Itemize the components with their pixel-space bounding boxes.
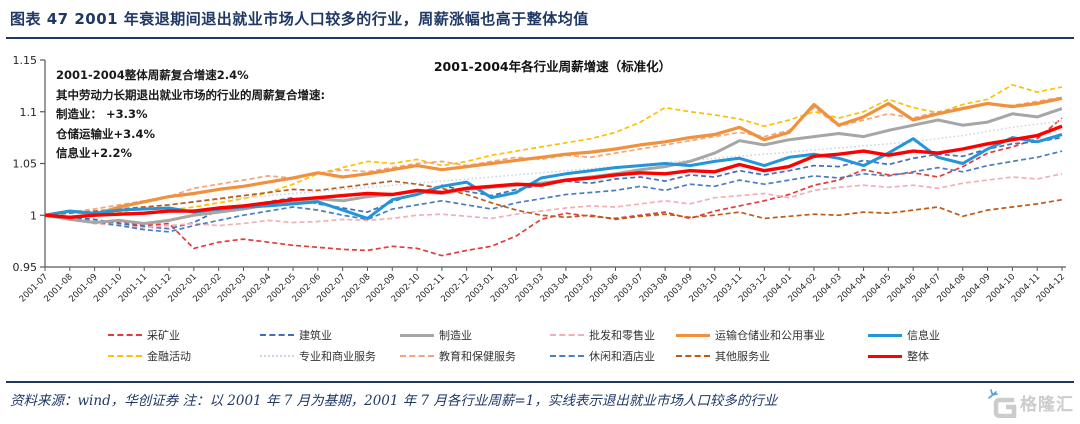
- legend-item-manufacturing: 制造业: [400, 327, 550, 343]
- legend-swatch-education-health: [400, 355, 434, 357]
- legend-label-construction: 建筑业: [299, 329, 332, 342]
- y-tick-label: 0.95: [13, 261, 38, 274]
- legend-item-finance: 金融活动: [108, 348, 260, 364]
- legend-swatch-manufacturing: [400, 333, 434, 337]
- series-transport-utilities: [44, 96, 1063, 217]
- y-tick-label: 1.05: [13, 158, 38, 171]
- source-note: 资料来源：wind，华创证券 注：以 2001 年 7 月为基期，2001 年 …: [10, 393, 778, 409]
- legend-label-wholesale-retail: 批发和零售业: [589, 329, 655, 342]
- legend-item-wholesale-retail: 批发和零售业: [550, 327, 676, 343]
- watermark-text: 格隆汇: [1020, 395, 1074, 415]
- gelonghui-logo-icon: [988, 389, 1017, 418]
- chart-legend: 采矿业 建筑业 制造业 批发和零售业 运输仓储业和公用事业 信息业金融活动 专业和商业服务 教…: [108, 327, 978, 364]
- legend-label-manufacturing: 制造业: [439, 329, 472, 342]
- annotation-line-2: 其中劳动力长期退出就业市场的行业的周薪复合增速:: [56, 87, 326, 102]
- line-chart: 0.9511.051.11.152001-072001-082001-09200…: [13, 54, 1068, 305]
- legend-item-mining: 采矿业: [108, 327, 260, 343]
- legend-label-professional-business: 专业和商业服务: [299, 350, 376, 363]
- legend-swatch-wholesale-retail: [550, 334, 584, 336]
- legend-swatch-professional-business: [260, 355, 294, 357]
- legend-item-leisure-hotel: 休闲和酒店业: [550, 348, 676, 364]
- legend-label-information: 信息业: [907, 329, 940, 342]
- legend-item-education-health: 教育和保健服务: [400, 348, 550, 364]
- figure-title: 图表 47 2001 年衰退期间退出就业市场人口较多的行业，周薪涨幅也高于整体均…: [10, 10, 589, 28]
- y-tick-label: 1: [30, 209, 37, 222]
- legend-swatch-overall: [868, 354, 902, 358]
- annotation-line-5: 信息业+2.2%: [56, 146, 133, 160]
- chart-title: 2001-2004年各行业周薪增速（标准化）: [433, 59, 672, 74]
- y-tick-label: 1.1: [20, 106, 38, 119]
- legend-swatch-finance: [108, 355, 142, 357]
- annotation-line-3: 制造业： +3.3%: [56, 107, 148, 121]
- legend-label-transport-utilities: 运输仓储业和公用事业: [715, 329, 825, 342]
- legend-swatch-other-services: [676, 355, 710, 357]
- legend-label-mining: 采矿业: [147, 329, 180, 342]
- series-finance: [44, 83, 1063, 218]
- legend-item-professional-business: 专业和商业服务: [260, 348, 400, 364]
- gelonghui-watermark: 格隆汇: [986, 388, 1074, 418]
- legend-label-overall: 整体: [907, 350, 929, 363]
- footer-rule: [6, 381, 1074, 383]
- legend-item-information: 信息业: [868, 327, 978, 343]
- legend-swatch-construction: [260, 334, 294, 336]
- series-other-services: [44, 180, 1063, 221]
- legend-item-overall: 整体: [868, 348, 978, 364]
- annotation-line-4: 仓储运输业+3.4%: [56, 126, 156, 141]
- series-leisure-hotel: [44, 150, 1063, 233]
- legend-item-construction: 建筑业: [260, 327, 400, 343]
- y-tick-label: 1.15: [13, 54, 38, 67]
- legend-label-education-health: 教育和保健服务: [439, 350, 516, 363]
- legend-label-finance: 金融活动: [147, 350, 191, 363]
- legend-swatch-information: [868, 333, 902, 337]
- series-wholesale-retail: [44, 172, 1063, 229]
- legend-label-other-services: 其他服务业: [715, 350, 770, 363]
- chart-annotation: 2001-2004整体周薪复合增速2.4% 其中劳动力长期退出就业市场的行业的周薪…: [56, 66, 325, 164]
- legend-label-leisure-hotel: 休闲和酒店业: [589, 350, 655, 363]
- annotation-line-1: 2001-2004整体周薪复合增速2.4%: [56, 68, 249, 82]
- legend-swatch-transport-utilities: [676, 333, 710, 337]
- series-overall: [44, 124, 1063, 219]
- legend-swatch-mining: [108, 334, 142, 336]
- header-rule: [6, 37, 1074, 39]
- legend-item-other-services: 其他服务业: [676, 348, 868, 364]
- legend-item-transport-utilities: 运输仓储业和公用事业: [676, 327, 868, 343]
- legend-swatch-leisure-hotel: [550, 355, 584, 357]
